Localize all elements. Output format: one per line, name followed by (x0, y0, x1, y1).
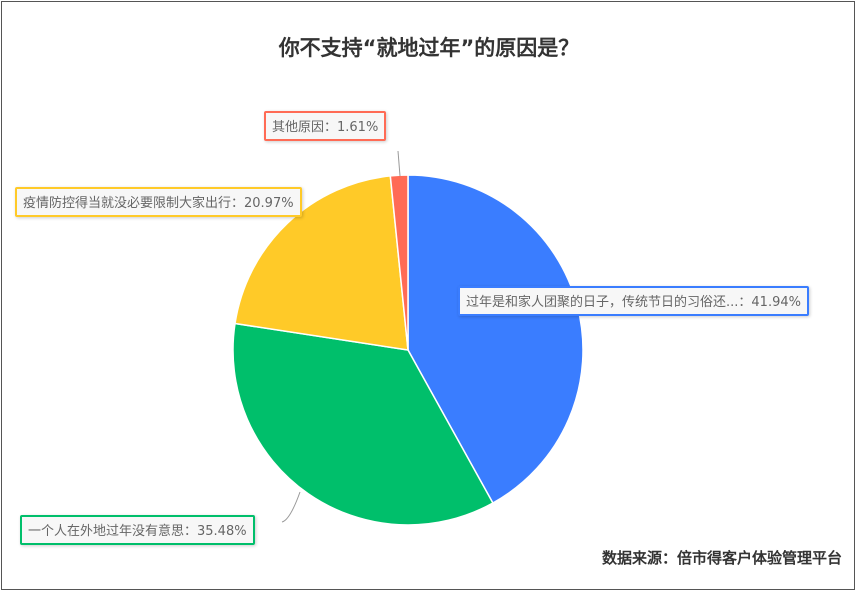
pie-slice-boring-alone[interactable] (232, 322, 494, 526)
slice-label-other: 其他原因：1.61% (264, 111, 387, 141)
data-source: 数据来源：倍市得客户体验管理平台 (601, 549, 842, 567)
slice-label-epidemic-controlled: 疫情防控得当就没必要限制大家出行：20.97% (15, 187, 302, 217)
leader-line-other (397, 150, 401, 177)
chart-title: 你不支持“就地过年”的原因是？ (278, 36, 580, 60)
pie-slice-other[interactable] (389, 174, 409, 351)
slice-label-boring-alone: 一个人在外地过年没有意思：35.48% (20, 515, 255, 545)
leader-line-boring-alone (281, 491, 301, 523)
slice-label-family-reunion: 过年是和家人团聚的日子，传统节日的习俗还...：41.94% (458, 286, 809, 316)
pie-slice-epidemic-controlled[interactable] (234, 175, 409, 351)
